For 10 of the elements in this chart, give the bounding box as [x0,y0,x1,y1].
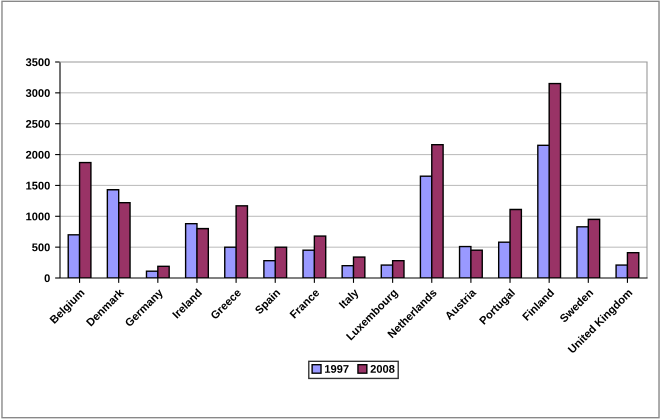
y-tick-label: 1500 [26,182,50,190]
y-tick-label: 500 [32,243,50,252]
y-tick-label: 1000 [26,212,50,220]
y-tick-label: 0 [44,274,50,282]
y-tick-label: 2000 [26,150,50,159]
y-tick-label: 3500 [26,58,50,66]
legend-label: 2008 [370,365,395,373]
legend-label: 1997 [325,365,349,373]
y-tick-label: 2500 [26,120,50,128]
y-tick-label: 3000 [26,89,50,98]
